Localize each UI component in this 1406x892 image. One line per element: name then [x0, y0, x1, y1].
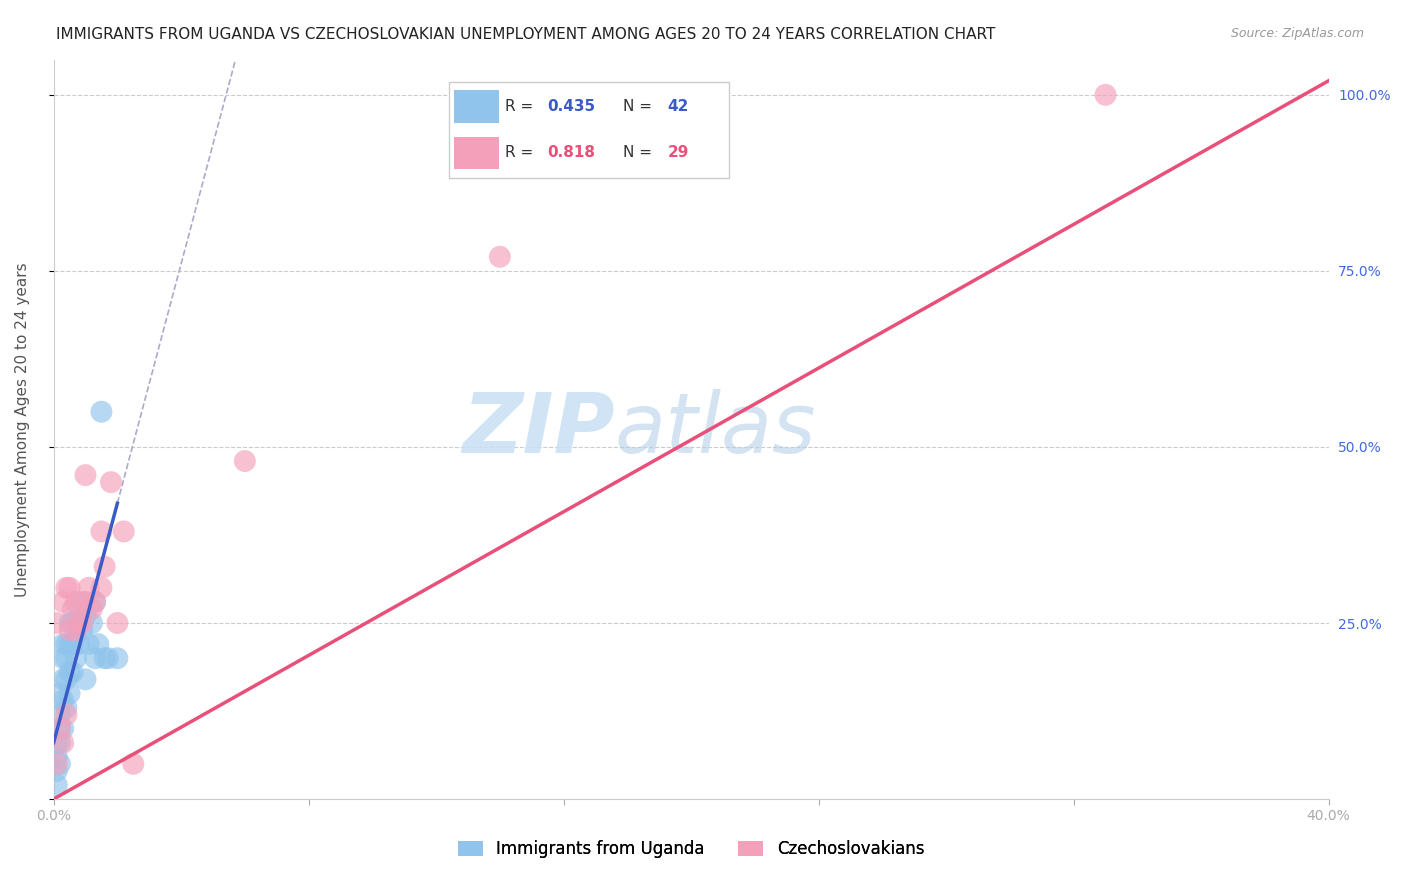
- Point: [77, 581, 100, 595]
- Point: [52, 651, 75, 665]
- Point: [45, 615, 67, 630]
- Point: [45, 756, 67, 771]
- Point: [72, 595, 94, 609]
- Point: [49, 722, 72, 736]
- Point: [67, 609, 90, 624]
- Point: [49, 756, 72, 771]
- Point: [75, 673, 97, 687]
- Point: [49, 707, 72, 722]
- Point: [97, 651, 120, 665]
- Point: [49, 722, 72, 736]
- Point: [52, 637, 75, 651]
- Point: [67, 637, 90, 651]
- Point: [52, 722, 75, 736]
- Point: [55, 637, 77, 651]
- Point: [58, 686, 80, 700]
- Point: [62, 602, 84, 616]
- Point: [100, 475, 122, 490]
- Point: [90, 524, 112, 539]
- Point: [105, 651, 128, 665]
- Point: [55, 581, 77, 595]
- Point: [65, 623, 87, 637]
- Text: Source: ZipAtlas.com: Source: ZipAtlas.com: [1230, 27, 1364, 40]
- Point: [62, 665, 84, 680]
- Point: [45, 749, 67, 764]
- Point: [77, 637, 100, 651]
- Point: [65, 623, 87, 637]
- Point: [72, 623, 94, 637]
- Point: [62, 637, 84, 651]
- Point: [52, 673, 75, 687]
- Point: [52, 595, 75, 609]
- Point: [65, 651, 87, 665]
- Text: atlas: atlas: [614, 389, 817, 470]
- Point: [105, 615, 128, 630]
- Point: [72, 615, 94, 630]
- Point: [84, 595, 107, 609]
- Point: [90, 405, 112, 419]
- Point: [52, 736, 75, 750]
- Point: [93, 559, 115, 574]
- Point: [45, 764, 67, 778]
- Point: [90, 581, 112, 595]
- Point: [112, 524, 135, 539]
- Point: [67, 615, 90, 630]
- Point: [58, 581, 80, 595]
- Y-axis label: Unemployment Among Ages 20 to 24 years: Unemployment Among Ages 20 to 24 years: [15, 262, 30, 597]
- Point: [65, 595, 87, 609]
- Point: [58, 665, 80, 680]
- Point: [49, 736, 72, 750]
- Point: [49, 686, 72, 700]
- Point: [1094, 87, 1116, 102]
- Point: [55, 700, 77, 714]
- Point: [489, 250, 512, 264]
- Point: [55, 707, 77, 722]
- Point: [233, 454, 256, 468]
- Point: [75, 595, 97, 609]
- Point: [55, 673, 77, 687]
- Point: [87, 637, 110, 651]
- Point: [52, 693, 75, 707]
- Text: ZIP: ZIP: [463, 389, 614, 470]
- Point: [58, 637, 80, 651]
- Point: [45, 736, 67, 750]
- Point: [84, 651, 107, 665]
- Point: [84, 595, 107, 609]
- Point: [75, 468, 97, 483]
- Point: [93, 651, 115, 665]
- Point: [55, 651, 77, 665]
- Legend: Immigrants from Uganda, Czechoslovakians: Immigrants from Uganda, Czechoslovakians: [451, 833, 931, 864]
- Point: [58, 615, 80, 630]
- Text: IMMIGRANTS FROM UGANDA VS CZECHOSLOVAKIAN UNEMPLOYMENT AMONG AGES 20 TO 24 YEARS: IMMIGRANTS FROM UGANDA VS CZECHOSLOVAKIA…: [56, 27, 995, 42]
- Point: [62, 615, 84, 630]
- Point: [80, 615, 103, 630]
- Point: [58, 623, 80, 637]
- Point: [80, 602, 103, 616]
- Point: [45, 778, 67, 792]
- Point: [75, 609, 97, 624]
- Point: [122, 756, 145, 771]
